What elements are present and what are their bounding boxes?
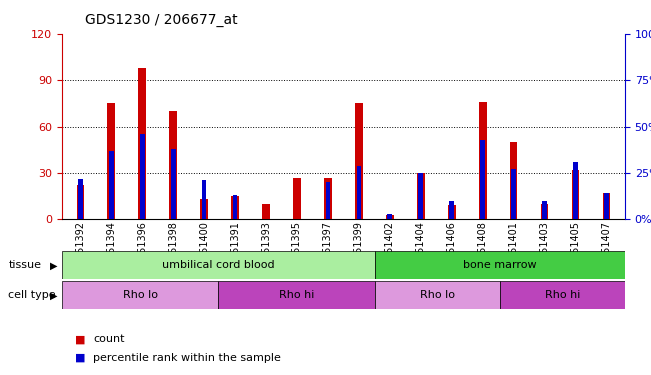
Bar: [542, 201, 547, 219]
Bar: [500, 281, 625, 309]
Bar: [139, 68, 146, 219]
Bar: [62, 281, 218, 309]
Bar: [109, 151, 114, 219]
Text: ▶: ▶: [49, 290, 57, 300]
Text: Rho lo: Rho lo: [122, 290, 158, 300]
Bar: [140, 134, 145, 219]
Bar: [375, 251, 625, 279]
Bar: [604, 194, 609, 219]
Bar: [231, 196, 239, 219]
Bar: [510, 142, 518, 219]
Bar: [573, 162, 578, 219]
Bar: [77, 185, 84, 219]
Text: tissue: tissue: [8, 260, 42, 270]
Bar: [572, 170, 579, 219]
Bar: [375, 281, 500, 309]
Bar: [62, 251, 375, 279]
Text: cell type: cell type: [8, 290, 56, 300]
Bar: [540, 204, 548, 219]
Bar: [603, 193, 610, 219]
Text: bone marrow: bone marrow: [463, 260, 536, 270]
Bar: [202, 180, 206, 219]
Bar: [218, 281, 375, 309]
Bar: [357, 165, 361, 219]
Bar: [511, 169, 516, 219]
Bar: [449, 201, 454, 219]
Text: percentile rank within the sample: percentile rank within the sample: [93, 353, 281, 363]
Text: GDS1230 / 206677_at: GDS1230 / 206677_at: [85, 13, 237, 27]
Bar: [417, 173, 424, 219]
Bar: [324, 178, 332, 219]
Bar: [386, 215, 394, 219]
Bar: [387, 214, 392, 219]
Text: ■: ■: [75, 353, 85, 363]
Bar: [233, 195, 238, 219]
Text: ■: ■: [75, 334, 85, 344]
Bar: [448, 206, 456, 219]
Bar: [169, 111, 177, 219]
Bar: [107, 104, 115, 219]
Text: umbilical cord blood: umbilical cord blood: [162, 260, 275, 270]
Text: Rho hi: Rho hi: [279, 290, 314, 300]
Bar: [171, 149, 176, 219]
Bar: [201, 199, 208, 219]
Bar: [355, 104, 363, 219]
Text: Rho lo: Rho lo: [420, 290, 455, 300]
Text: Rho hi: Rho hi: [545, 290, 580, 300]
Text: ▶: ▶: [49, 260, 57, 270]
Bar: [478, 102, 486, 219]
Bar: [78, 178, 83, 219]
Bar: [326, 182, 330, 219]
Bar: [480, 140, 485, 219]
Bar: [293, 178, 301, 219]
Bar: [262, 204, 270, 219]
Bar: [419, 173, 423, 219]
Text: count: count: [93, 334, 124, 344]
